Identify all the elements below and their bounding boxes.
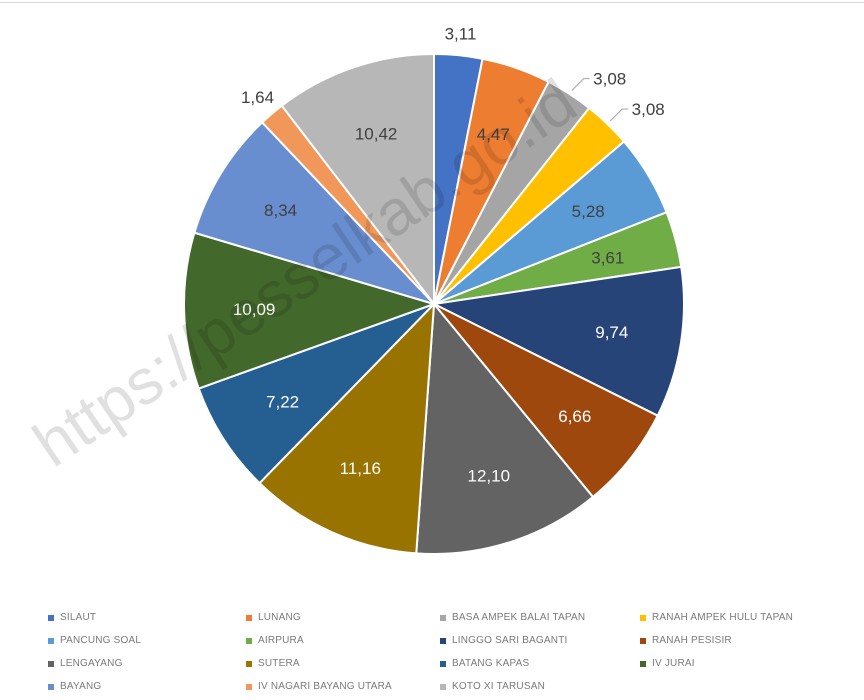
data-label-8: 12,10 <box>468 467 511 486</box>
legend-item-1: LUNANG <box>246 612 301 623</box>
data-label-9: 11,16 <box>340 459 381 478</box>
data-label-0: 3,11 <box>445 24 477 43</box>
legend-swatch-10 <box>440 660 446 667</box>
data-label-2: 3,08 <box>593 70 626 89</box>
data-label-14: 10,42 <box>355 125 398 144</box>
pie-slice-12 <box>193 120 438 307</box>
pie-slice-14 <box>280 52 435 307</box>
legend-label-7: RANAH PESISIR <box>652 635 732 646</box>
data-label-13: 1,64 <box>241 88 274 107</box>
legend-swatch-13 <box>246 683 252 690</box>
legend-swatch-1 <box>246 614 252 621</box>
legend-swatch-7 <box>640 637 646 644</box>
data-label-11: 10,09 <box>233 300 276 319</box>
legend-label-9: SUTERA <box>258 658 300 669</box>
legend-item-10: BATANG KAPAS <box>440 658 529 669</box>
top-rule <box>0 2 864 3</box>
legend-label-6: LINGGO SARI BAGANTI <box>452 635 568 646</box>
legend-label-0: SILAUT <box>60 612 97 623</box>
legend-label-3: RANAH AMPEK HULU TAPAN <box>652 612 794 623</box>
pie-slice-11 <box>183 231 438 390</box>
legend-item-7: RANAH PESISIR <box>640 635 732 646</box>
legend-label-11: IV JURAI <box>652 658 695 669</box>
legend-swatch-9 <box>246 660 252 667</box>
legend-item-12: BAYANG <box>48 681 101 692</box>
legend-swatch-12 <box>48 683 54 690</box>
legend-item-4: PANCUNG SOAL <box>48 635 141 646</box>
legend-swatch-14 <box>440 683 446 690</box>
legend-item-9: SUTERA <box>246 658 300 669</box>
legend-label-12: BAYANG <box>60 681 102 692</box>
legend-label-10: BATANG KAPAS <box>452 658 530 669</box>
legend-label-8: LENGAYANG <box>60 658 123 669</box>
pie-slice-6 <box>430 265 685 418</box>
legend-label-13: IV NAGARI BAYANG UTARA <box>258 681 392 692</box>
legend-swatch-0 <box>48 614 54 621</box>
legend-swatch-3 <box>640 614 646 621</box>
legend-item-5: AIRPURA <box>246 635 304 646</box>
legend-swatch-5 <box>246 637 252 644</box>
pie-chart: 3,11 4,47 3,08 3,08 5,28 3,61 9,74 6,66 12,10 11,… <box>183 24 685 555</box>
legend-label-14: KOTO XI TARUSAN <box>452 681 546 692</box>
legend-item-2: BASA AMPEK BALAI TAPAN <box>440 612 585 623</box>
data-label-5: 3,61 <box>591 248 624 267</box>
leader-line-3 <box>609 108 629 122</box>
legend-item-8: LENGAYANG <box>48 658 123 669</box>
legend-label-4: PANCUNG SOAL <box>60 635 142 646</box>
legend-item-6: LINGGO SARI BAGANTI <box>440 635 568 646</box>
legend-swatch-11 <box>640 660 646 667</box>
legend-item-3: RANAH AMPEK HULU TAPAN <box>640 612 793 623</box>
leader-line-2 <box>571 78 590 91</box>
data-label-7: 6,66 <box>558 407 591 426</box>
data-label-4: 5,28 <box>572 202 605 221</box>
legend-swatch-6 <box>440 637 446 644</box>
data-label-12: 8,34 <box>264 201 297 220</box>
pie-slice-10 <box>197 303 435 485</box>
legend-label-5: AIRPURA <box>258 635 304 646</box>
data-label-3: 3,08 <box>632 100 665 119</box>
pie-slice-9 <box>258 301 436 555</box>
legend-swatch-8 <box>48 660 54 667</box>
legend-item-11: IV JURAI <box>640 658 695 669</box>
legend-swatch-4 <box>48 637 54 644</box>
legend-label-1: LUNANG <box>258 612 301 623</box>
data-label-6: 9,74 <box>595 323 628 342</box>
legend-swatch-2 <box>440 614 446 621</box>
data-label-10: 7,22 <box>266 392 299 411</box>
legend-item-0: SILAUT <box>48 612 96 623</box>
data-label-1: 4,47 <box>477 125 510 144</box>
legend-label-2: BASA AMPEK BALAI TAPAN <box>452 612 586 623</box>
legend-item-13: IV NAGARI BAYANG UTARA <box>246 681 392 692</box>
pie-slice-8 <box>415 301 595 555</box>
legend-item-14: KOTO XI TARUSAN <box>440 681 545 692</box>
